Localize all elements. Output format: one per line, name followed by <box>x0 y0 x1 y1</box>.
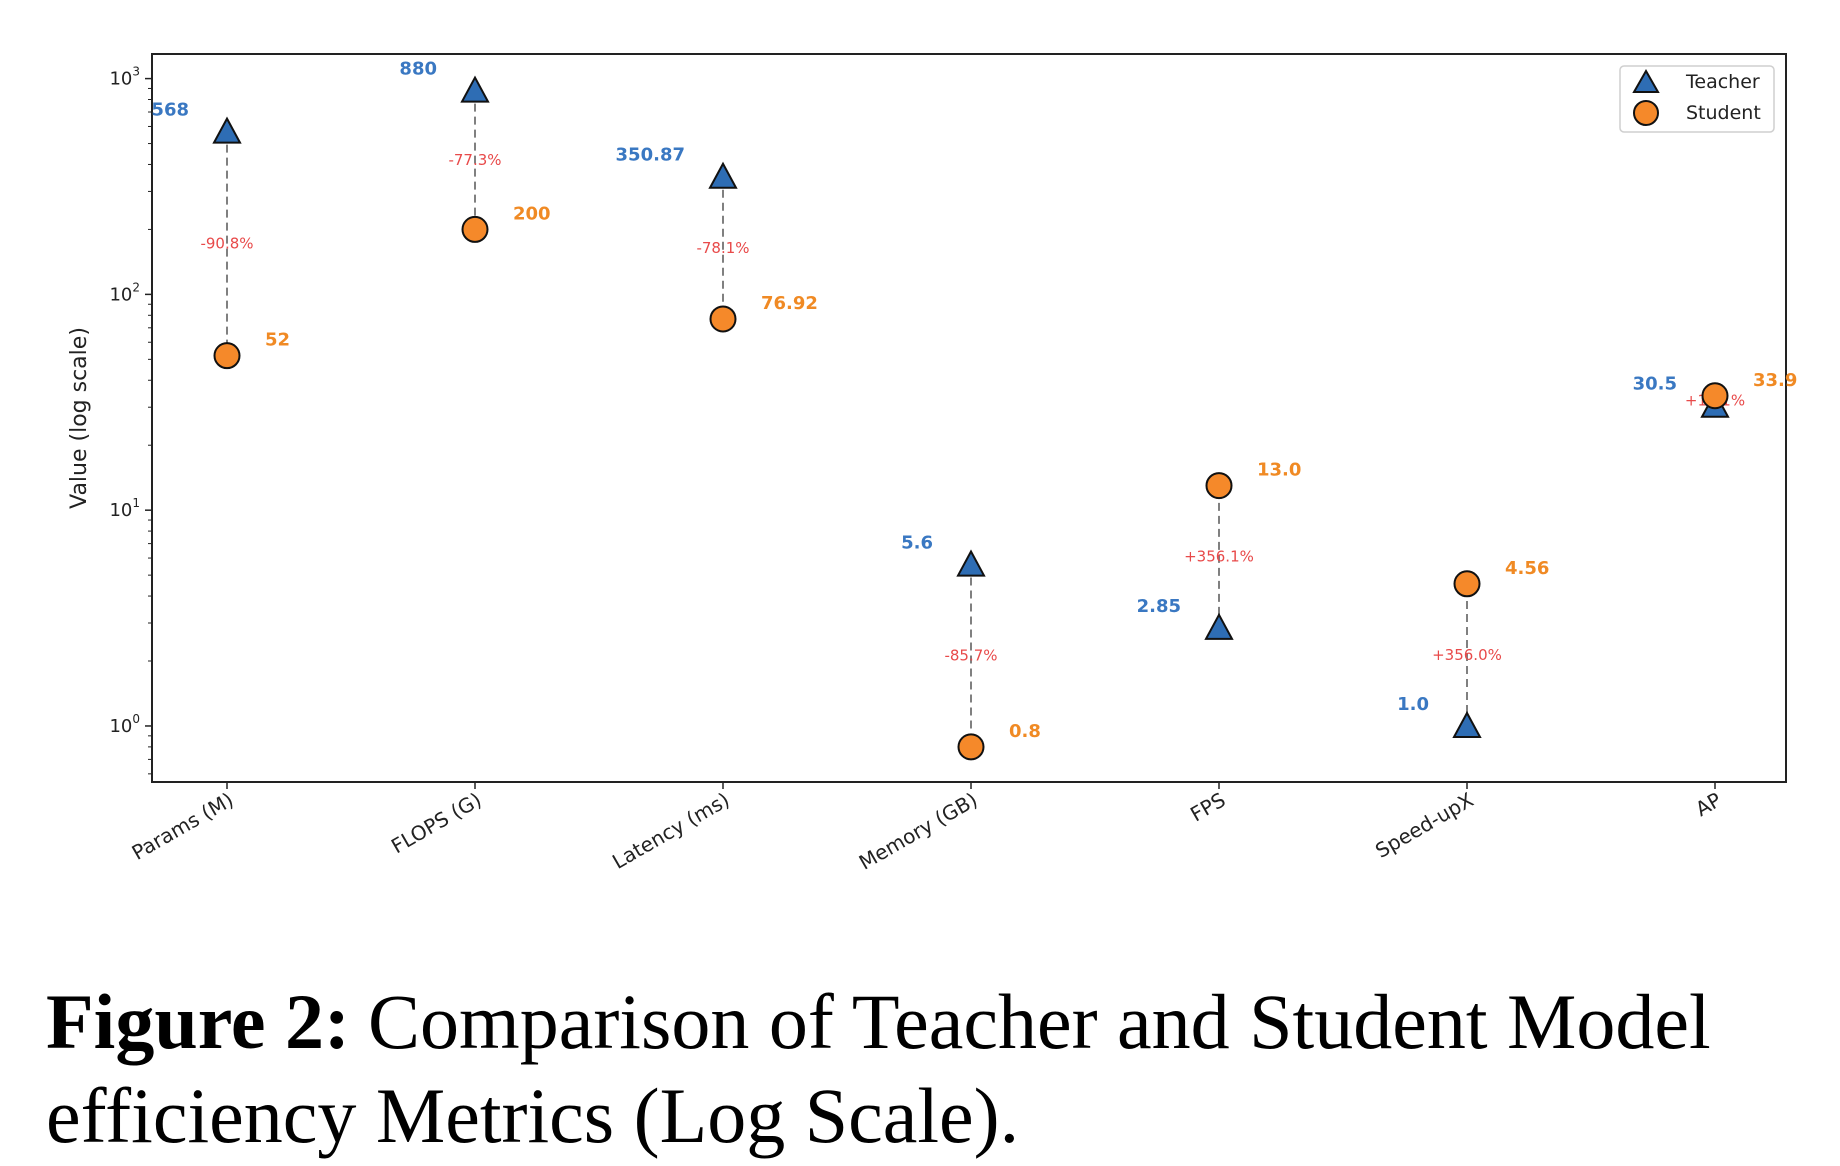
legend-teacher-label: Teacher <box>1685 71 1760 93</box>
teacher-value-label: 2.85 <box>1137 596 1181 617</box>
teacher-value-label: 350.87 <box>616 145 685 166</box>
change-label: +356.0% <box>1432 646 1502 664</box>
student-marker <box>709 305 737 333</box>
student-marker <box>1453 570 1481 598</box>
student-value-label: 13.0 <box>1257 460 1301 481</box>
change-label: -77.3% <box>448 151 501 169</box>
student-marker <box>461 215 489 243</box>
teacher-marker <box>1452 710 1482 739</box>
student-marker <box>213 342 241 370</box>
caption-text: Comparison of Teacher and Student Model … <box>46 978 1711 1159</box>
student-value-label: 0.8 <box>1009 721 1041 742</box>
y-tick-label: 101 <box>109 496 140 521</box>
caption-label: Figure 2: <box>46 978 351 1065</box>
change-label: +356.1% <box>1184 548 1254 566</box>
x-tick-label: AP <box>1691 788 1725 822</box>
change-label: -85.7% <box>944 647 997 665</box>
y-axis-label: Value (log scale) <box>67 327 92 509</box>
teacher-marker <box>212 116 242 144</box>
student-value-label: 33.9 <box>1753 370 1797 391</box>
student-value-label: 76.92 <box>761 293 818 314</box>
y-tick-label: 100 <box>109 712 140 737</box>
teacher-value-label: 880 <box>399 59 437 80</box>
student-marker <box>957 733 985 761</box>
student-marker <box>1701 382 1729 410</box>
teacher-marker <box>1204 612 1234 640</box>
x-tick-label: FLOPS (G) <box>387 788 486 859</box>
teacher-value-label: 30.5 <box>1633 374 1677 395</box>
teacher-marker <box>460 75 490 103</box>
teacher-marker <box>708 161 738 189</box>
student-value-label: 4.56 <box>1505 558 1549 579</box>
x-tick-label: Speed-upX <box>1371 787 1478 862</box>
teacher-value-label: 5.6 <box>901 533 933 554</box>
teacher-marker <box>956 549 986 577</box>
y-tick-label: 102 <box>109 280 140 305</box>
x-tick-label: Params (M) <box>128 788 238 865</box>
legend-student-marker <box>1633 100 1659 126</box>
x-tick-label: FPS <box>1186 788 1229 827</box>
legend-student-label: Student <box>1686 102 1761 124</box>
change-label: -90.8% <box>200 235 253 253</box>
teacher-value-label: 1.0 <box>1397 694 1429 715</box>
legend-teacher-marker <box>1632 68 1660 93</box>
legend: Teacher Student <box>1619 65 1775 133</box>
student-value-label: 200 <box>513 203 551 224</box>
teacher-value-label: 568 <box>151 100 189 121</box>
figure-caption: Figure 2: Comparison of Teacher and Stude… <box>46 975 1826 1163</box>
change-label: -78.1% <box>696 239 749 257</box>
y-tick-label: 103 <box>109 65 140 90</box>
x-tick-label: Memory (GB) <box>855 788 982 875</box>
plot-area <box>151 53 1787 783</box>
x-tick-label: Latency (ms) <box>608 788 733 874</box>
student-value-label: 52 <box>265 330 290 351</box>
student-marker <box>1205 472 1233 500</box>
